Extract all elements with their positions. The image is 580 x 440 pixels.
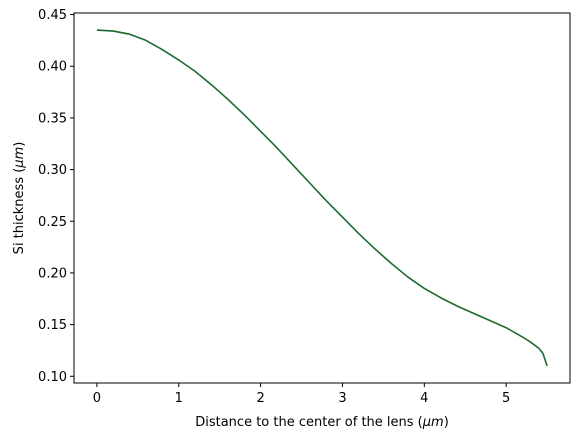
- x-tick-label: 0: [93, 391, 101, 406]
- y-tick-label: 0.40: [38, 60, 67, 75]
- y-tick-label: 0.10: [38, 370, 67, 385]
- y-tick-label: 0.15: [38, 318, 67, 333]
- x-tick-label: 1: [175, 391, 183, 406]
- y-tick-label: 0.25: [38, 215, 67, 230]
- y-axis-ticks: 0.10 0.15 0.20 0.25 0.30 0.35 0.40 0.45: [38, 8, 74, 385]
- x-tick-label: 2: [256, 391, 264, 406]
- x-tick-label: 4: [420, 391, 428, 406]
- series-layer: [96, 29, 548, 367]
- y-tick-label: 0.35: [38, 111, 67, 126]
- plot-area: [73, 12, 571, 384]
- series-line: [96, 29, 548, 367]
- x-axis-ticks: 0 1 2 3 4 5: [93, 383, 510, 406]
- x-tick-label: 3: [338, 391, 346, 406]
- y-tick-label: 0.30: [38, 163, 67, 178]
- x-axis-label: Distance to the center of the lens (μm): [195, 415, 449, 430]
- x-tick-label: 5: [502, 391, 510, 406]
- y-axis-label: Si thickness (μm): [12, 142, 27, 255]
- y-tick-label: 0.20: [38, 266, 67, 281]
- y-tick-label: 0.45: [38, 8, 67, 23]
